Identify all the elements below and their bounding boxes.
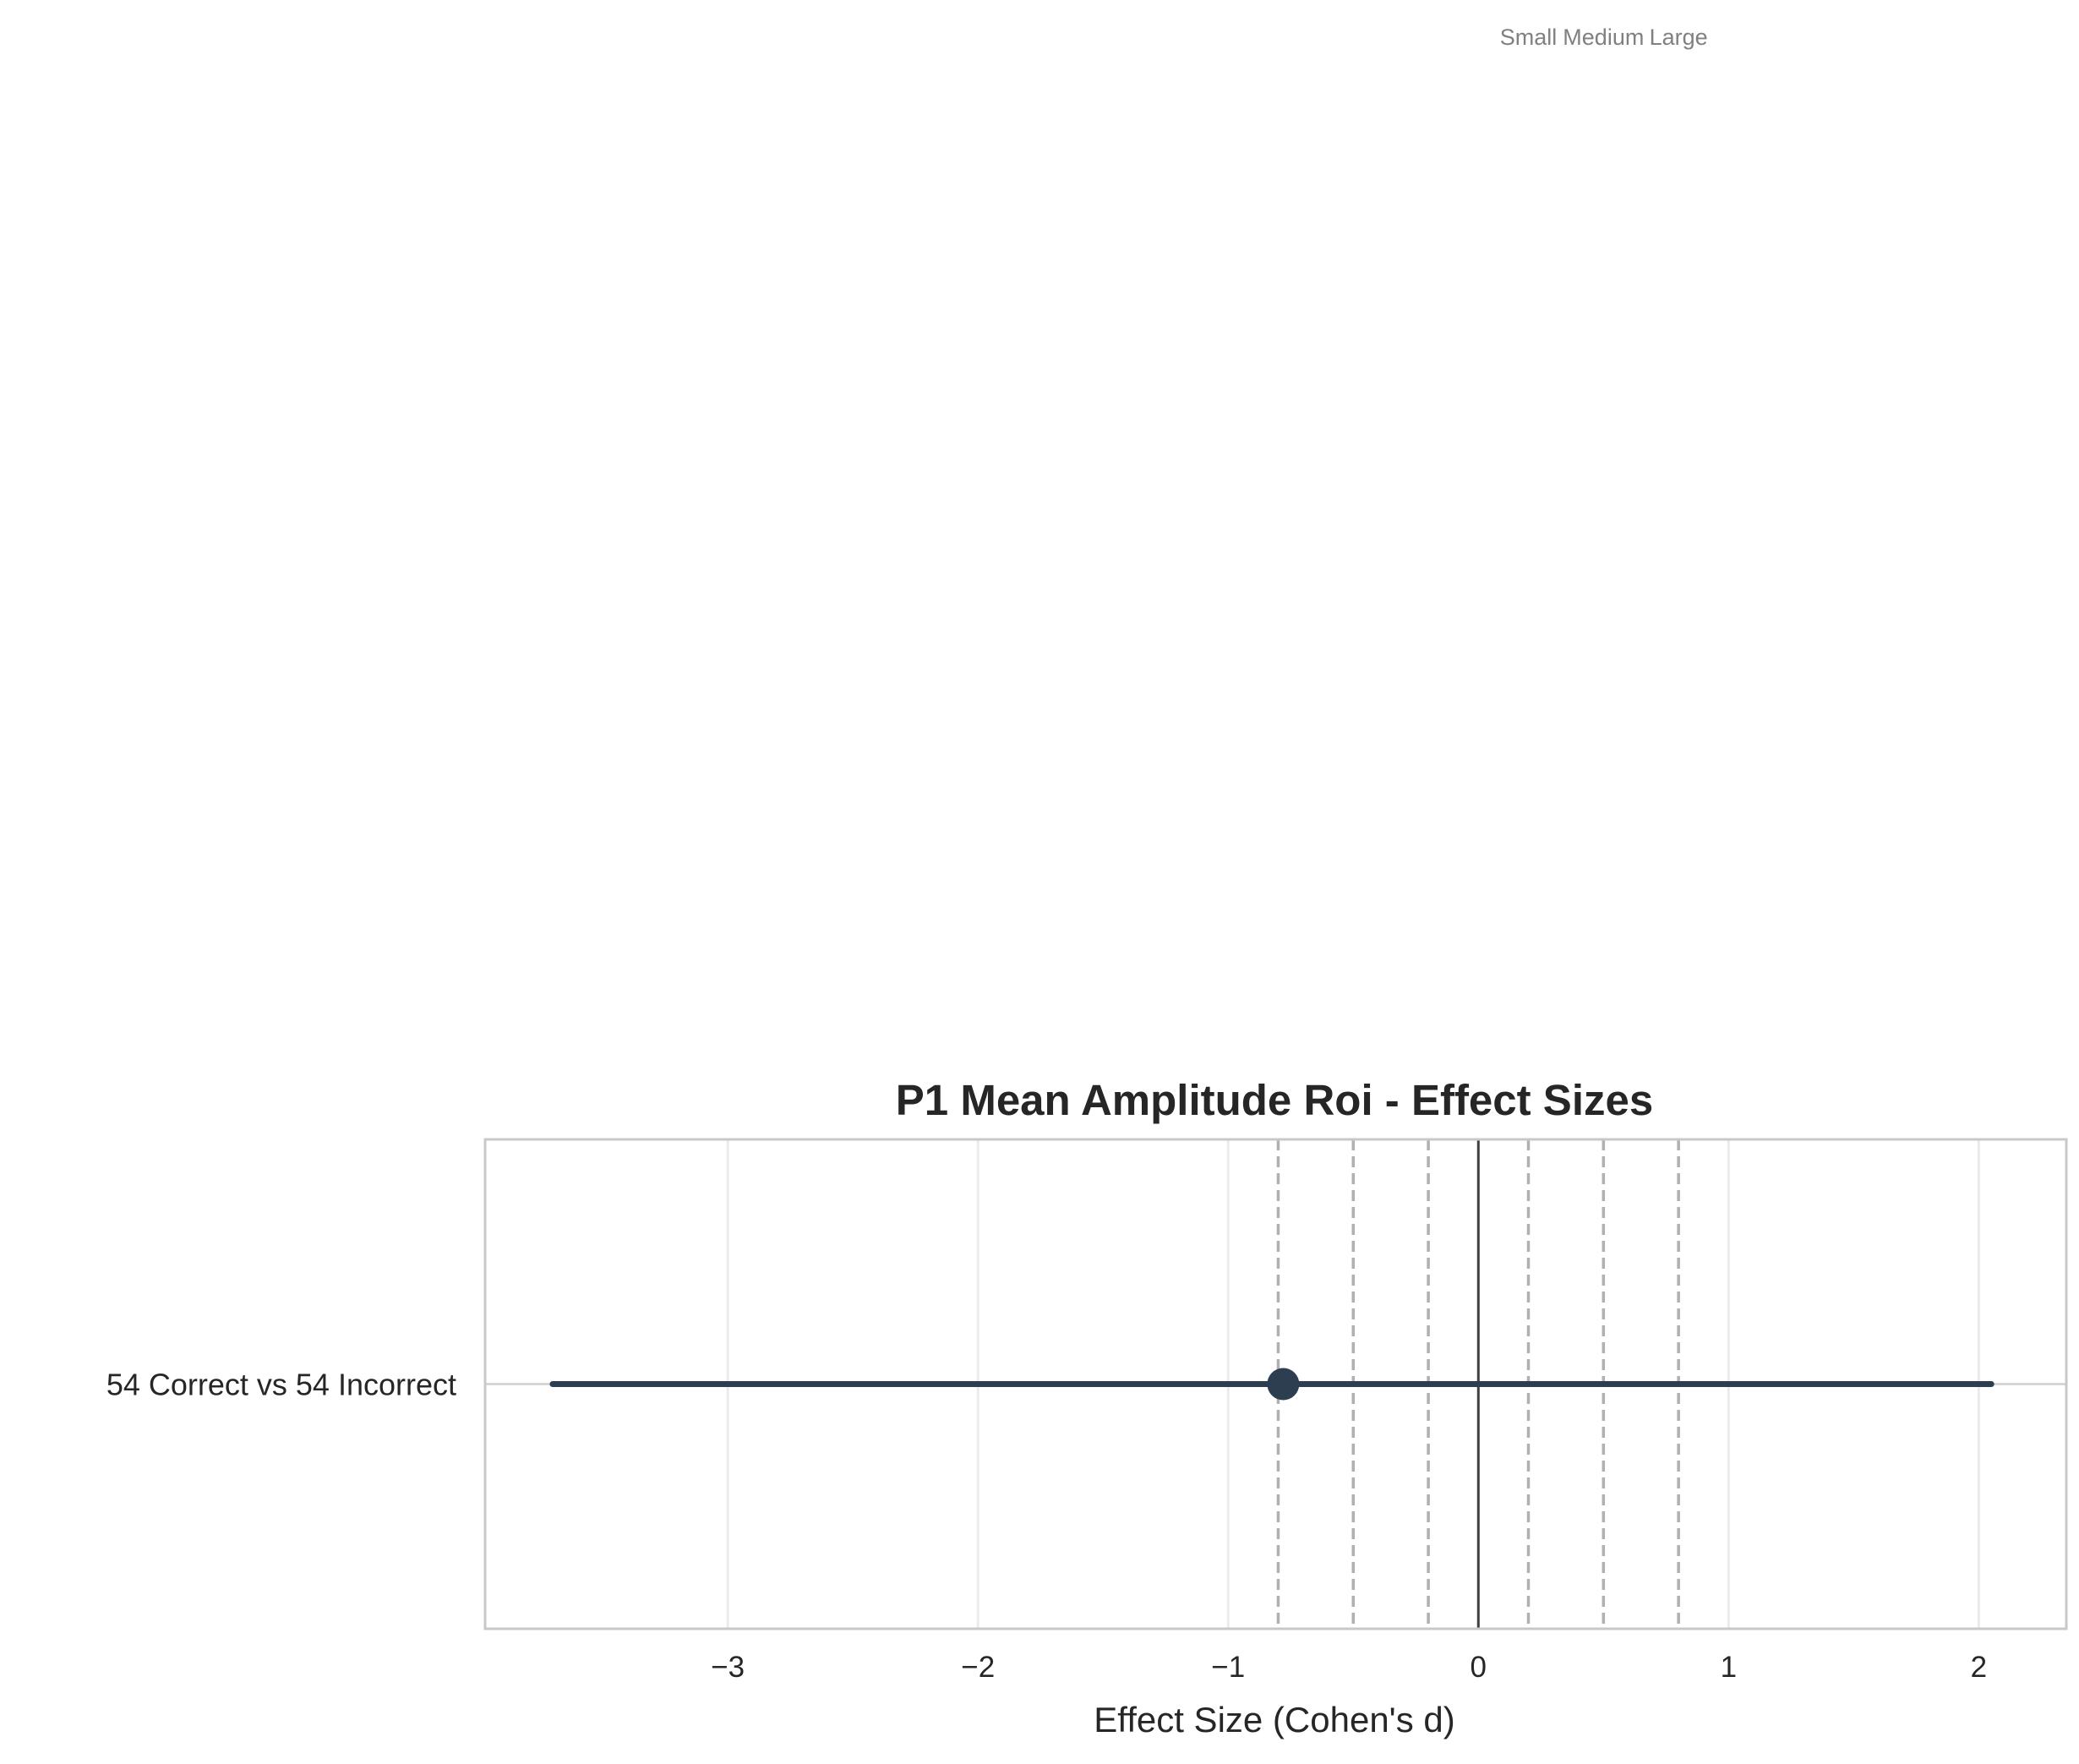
effect-point-0	[1267, 1368, 1300, 1401]
threshold-labels: Small Medium Large	[1500, 25, 1708, 50]
threshold-label-medium: Medium	[1563, 25, 1644, 50]
threshold-label-large: Large	[1650, 25, 1708, 50]
x-axis-label: Effect Size (Cohen's d)	[1094, 1700, 1454, 1739]
y-category-labels: 54 Correct vs 54 Incorrect	[106, 1368, 456, 1402]
x-tick-label-2: −1	[1211, 1651, 1245, 1684]
threshold-label-small: Small	[1500, 25, 1558, 50]
y-category-label-0: 54 Correct vs 54 Incorrect	[106, 1368, 456, 1402]
data-marks	[549, 1368, 1994, 1401]
x-tick-label-1: −2	[961, 1651, 995, 1684]
x-tick-label-4: 1	[1721, 1651, 1737, 1684]
x-tick-labels: −3 −2 −1 0 1 2	[711, 1651, 1987, 1684]
plot-frame	[483, 1138, 2068, 1630]
x-tick-label-5: 2	[1971, 1651, 1987, 1684]
x-tick-label-0: −3	[711, 1651, 745, 1684]
x-tick-label-3: 0	[1471, 1651, 1487, 1684]
chart-title: P1 Mean Amplitude Roi - Effect Sizes	[896, 1076, 1653, 1124]
